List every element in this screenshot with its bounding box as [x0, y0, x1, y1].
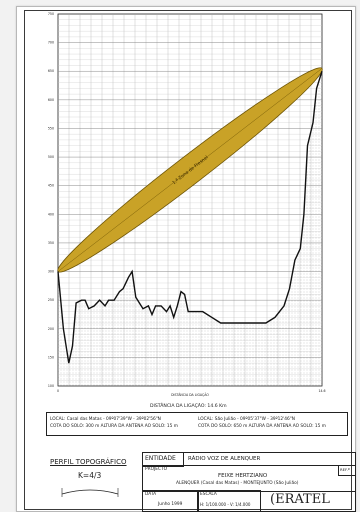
logo-text: ERATEL: [275, 492, 330, 507]
y-tick-label: 750: [48, 12, 54, 16]
y-tick-label: 300: [48, 270, 54, 274]
y-tick-label: 700: [48, 41, 54, 45]
y-tick-label: 200: [48, 327, 54, 331]
data-value: Junho 1999: [158, 502, 183, 507]
line-of-sight: [57, 68, 323, 272]
station-left-line2: COTA DO SOLO: 300 m ALTURA DA ANTENA AO …: [50, 424, 178, 429]
ref-label: REF.ª: [340, 467, 350, 472]
projecto-line2: ALENQUER (Casal das Matas) - MONTEJUNTO …: [176, 481, 299, 486]
terrain-profile-line: [57, 70, 323, 364]
projecto-line1: FEIXE HERTZIANO: [218, 473, 268, 479]
entidade-label: ENTIDADE: [145, 455, 176, 462]
y-tick-label: 500: [48, 155, 54, 159]
terrain-fill: [58, 71, 322, 386]
drawing-frame: [24, 10, 352, 510]
y-tick-label: 350: [48, 241, 54, 245]
y-tick-label: 400: [48, 212, 54, 216]
y-tick-label: 100: [48, 384, 54, 388]
station-right-line1: LOCAL: São Julião - 09º05'37"W - 39º12'4…: [198, 417, 295, 422]
y-tick-label: 600: [48, 98, 54, 102]
data-label: DATA: [145, 492, 157, 497]
y-tick-label: 550: [48, 126, 54, 130]
y-axis-ticks: 100 150 200 250 300 350 400 450 500 550 600 650 700 7…: [48, 12, 54, 388]
link-distance: DISTÂNCIA DA LIGAÇÃO: 14.6 Km: [150, 404, 227, 409]
perfil-title: PERFIL TOPOGRÁFICO: [50, 458, 127, 466]
logo-bracket-icon: (: [270, 492, 276, 507]
station-left-line1: LOCAL: Casal das Matas - 09º07'39"W - 39…: [50, 417, 161, 422]
ref-box: [338, 465, 356, 476]
entidade-value: RÁDIO VOZ DE ALENQUER: [188, 456, 261, 462]
earth-curvature-symbol: [61, 488, 119, 497]
projecto-label: PROJECTO: [145, 467, 167, 472]
x-tick-label: 14.6: [318, 389, 325, 393]
station-right-line2: COTA DO SOLO: 650 m ALTURA DA ANTENA AO …: [198, 424, 326, 429]
escala-value: H: 1/100.000 - V: 1/4.000: [200, 502, 251, 507]
entidade-label-box: [142, 452, 184, 467]
escala-label: ESCALA: [200, 492, 217, 497]
y-tick-label: 150: [48, 355, 54, 359]
x-axis-ticks: 0 14.6: [57, 389, 326, 393]
y-tick-label: 650: [48, 69, 54, 73]
y-tick-label: 450: [48, 184, 54, 188]
x-tick-label: 0: [57, 389, 59, 393]
k-factor: K=4/3: [78, 471, 102, 480]
station-info-box: [46, 412, 348, 436]
projecto-box: [142, 465, 356, 492]
y-tick-label: 250: [48, 298, 54, 302]
x-axis-label: DISTÂNCIA DA LIGAÇÃO: [171, 392, 209, 397]
eratel-logo: (ERATEL: [270, 492, 330, 507]
